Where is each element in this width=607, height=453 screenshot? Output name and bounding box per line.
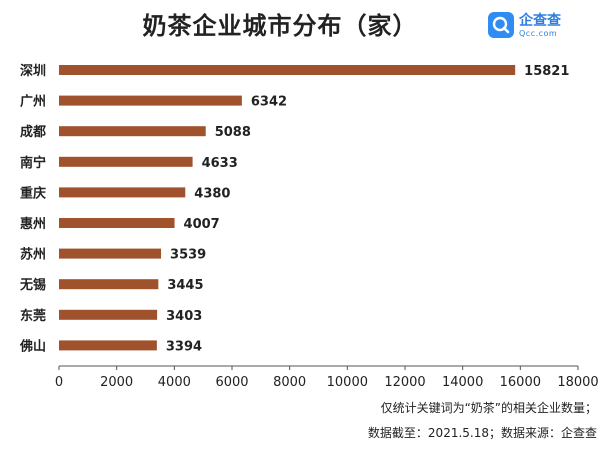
value-label: 5088 xyxy=(215,125,251,140)
bar xyxy=(59,218,175,228)
category-label: 南宁 xyxy=(20,155,46,171)
bar xyxy=(59,279,159,290)
value-label: 3445 xyxy=(167,278,203,293)
value-label: 4007 xyxy=(184,217,220,232)
value-label: 4380 xyxy=(194,186,230,201)
category-label: 惠州 xyxy=(20,216,46,232)
x-tick-label: 14000 xyxy=(442,375,483,390)
logo-icon xyxy=(488,12,514,38)
category-label: 苏州 xyxy=(20,247,46,263)
bar xyxy=(59,340,157,351)
bar xyxy=(59,248,162,259)
footnote-scope: 仅统计关键词为“奶茶”的相关企业数量； xyxy=(380,401,597,415)
x-tick-label: 4000 xyxy=(158,375,191,390)
value-label: 15821 xyxy=(524,64,569,79)
x-tick-label: 0 xyxy=(55,375,63,390)
value-label: 3539 xyxy=(170,248,206,263)
x-axis: 0 2000 4000 6000 8000 10000 12000 14000 16000 180… xyxy=(55,365,599,390)
x-tick-label: 10000 xyxy=(327,375,368,390)
category-label: 无锡 xyxy=(19,277,46,293)
category-label: 广州 xyxy=(20,94,46,110)
x-tick-label: 16000 xyxy=(500,375,541,390)
value-label: 3403 xyxy=(166,309,202,324)
value-label: 3394 xyxy=(166,339,202,354)
category-label: 佛山 xyxy=(19,338,46,354)
category-label: 重庆 xyxy=(20,185,46,201)
category-label: 东莞 xyxy=(20,308,46,324)
bar xyxy=(59,95,242,106)
bar xyxy=(59,126,206,137)
category-label: 成都 xyxy=(20,124,46,140)
bars xyxy=(59,65,516,351)
brand-logo: 企查查 Qcc.com xyxy=(488,10,598,44)
footnote-source: 数据截至：2021.5.18；数据来源：企查查 xyxy=(367,426,597,440)
bar xyxy=(59,187,186,198)
bar xyxy=(59,65,516,75)
x-tick-label: 18000 xyxy=(557,375,598,390)
labels: 深圳 15821 广州 6342 成都 5088 南宁 4633 重庆 4380 惠州 4007 苏州 3… xyxy=(19,63,569,354)
chart-title: 奶茶企业城市分布（家） xyxy=(142,12,418,40)
x-tick-label: 8000 xyxy=(273,375,306,390)
bar xyxy=(59,156,193,167)
logo-url: Qcc.com xyxy=(519,29,558,38)
logo-name: 企查查 xyxy=(519,13,561,29)
x-tick-label: 6000 xyxy=(215,375,248,390)
x-tick-label: 12000 xyxy=(384,375,425,390)
category-label: 深圳 xyxy=(20,63,46,79)
value-label: 6342 xyxy=(251,95,287,110)
bar xyxy=(59,309,158,320)
value-label: 4633 xyxy=(202,156,238,171)
x-tick-label: 2000 xyxy=(100,375,133,390)
